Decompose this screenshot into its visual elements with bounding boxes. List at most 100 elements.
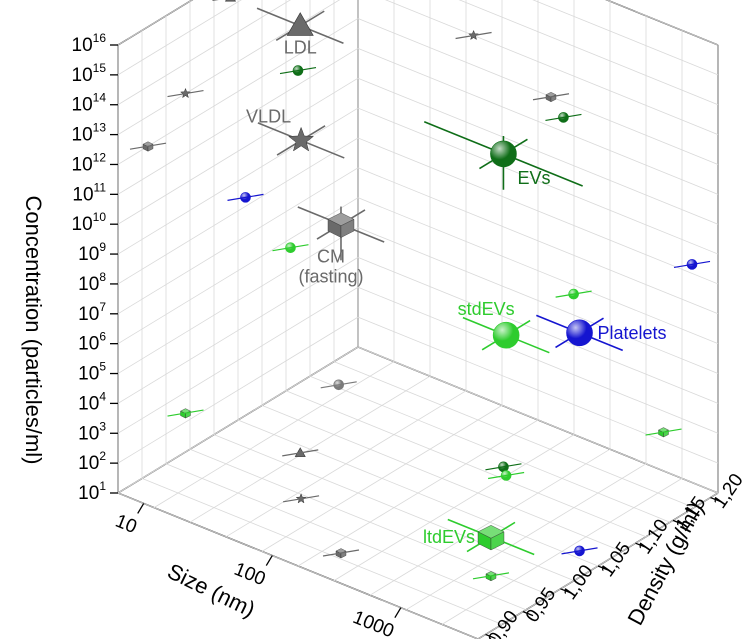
x-tick-mark [137,503,145,514]
z-tick-label: 101 [78,479,106,504]
floor-projection-bar [320,381,357,389]
wall-grid-line [117,77,359,225]
z-tick-label: 104 [78,389,106,414]
data-point [566,319,593,347]
z-tick-exp: 13 [93,121,107,135]
point-label-line: (fasting) [298,266,363,286]
floor-grid-line [261,405,623,552]
z-tick-base: 10 [78,334,99,355]
z-tick-exp: 3 [99,419,106,433]
z-tick-exp: 5 [99,360,106,374]
point-label-line: CM [317,246,345,266]
floor-projection-bar [282,449,319,457]
z-tick-label: 1011 [72,180,106,205]
z-tick-exp: 1 [99,479,106,493]
floor-projection-bar [282,495,320,503]
z-tick-base: 10 [78,483,99,504]
floor-grid-line [333,361,695,508]
z-tick-label: 105 [78,360,106,385]
x-tick-label: 10 [112,511,139,538]
x-tick-mark [394,607,402,619]
z-tick-label: 106 [78,330,106,355]
floor-grid-line [309,375,671,523]
z-tick-exp: 8 [99,270,106,284]
left-wall-projection-bar [279,66,317,75]
wall-grid-line [532,0,719,76]
wall-grid-line [117,18,359,165]
wall-grid-line [117,47,359,195]
z-tick-base: 10 [78,423,99,444]
right-wall-projection-bar [532,93,570,101]
data-point-right [340,218,355,238]
point-label: VLDL [246,106,291,126]
wall-grid-line [605,0,719,46]
point-label: LDL [284,38,317,58]
z-tick-base: 10 [72,95,93,116]
right-wall-projection-bar [545,113,582,121]
z-tick-exp: 14 [93,91,107,105]
y-tick-mark [597,565,609,571]
grid-walls [117,0,719,639]
x-tick-label: 1000 [350,607,397,639]
z-tick-exp: 9 [99,240,106,254]
point-label: ltdEVs [423,527,475,547]
y-tick-label: 0,95 [522,584,560,626]
right-wall-projection-bar [455,31,492,40]
wall-grid-line [117,107,359,255]
z-tick-label: 102 [78,449,106,474]
z-tick-base: 10 [72,35,93,56]
z-tick-base: 10 [78,274,99,295]
z-tick-exp: 2 [99,449,106,463]
y-axis-ticks: 0,900,951,001,051,101,151,20 [484,470,748,639]
wall-grid-line [357,137,719,285]
z-tick-label: 1014 [72,91,107,116]
floor-grid-line [237,419,599,567]
z-tick-exp: 16 [93,31,107,45]
wall-grid-line [117,227,359,374]
x-axis-ticks: 10 100 1000 [112,503,402,639]
floor-projection-bar [485,463,522,471]
wall-grid-line [357,316,719,464]
y-tick-mark [560,588,571,594]
y-axis-label: Density (g/ml) [622,498,708,630]
y-tick-label: 1,20 [709,470,747,512]
z-tick-base: 10 [78,244,99,265]
wall-grid-line [357,257,719,404]
floor-projection-bar [561,547,598,555]
wall-grid-line [357,197,719,345]
z-tick-base: 10 [72,154,93,175]
wall-grid-line [357,18,719,165]
z-tick-label: 1016 [72,31,107,56]
wall-grid-line [458,0,719,106]
wall-grid-line [357,346,719,494]
data-point [490,140,517,168]
left-wall-projection-bar [167,89,204,98]
z-tick-label: 108 [78,270,106,295]
floor-grid-line [285,390,647,538]
z-tick-label: 1015 [72,61,107,86]
data-points [286,12,593,551]
wall-grid-line [357,167,719,315]
z-tick-exp: 6 [99,330,106,344]
error-bars [129,0,711,580]
y-tick-label: 1,00 [559,561,597,603]
left-wall-projection [224,0,237,2]
floor-grid-line [333,434,575,581]
y-tick-mark [710,496,721,503]
z-tick-label: 1012 [72,150,107,175]
z-tick-exp: 11 [94,180,107,194]
wall-grid-line [117,0,291,106]
wall-grid-line [117,346,359,494]
floor-projection-bar [488,471,525,480]
floor-grid-line [441,478,683,625]
z-tick-exp: 12 [93,150,107,164]
y-tick-mark [522,611,534,617]
left-wall-projection-bar [227,193,264,201]
wall-grid-line [117,257,359,404]
wall-grid-line [117,137,359,285]
z-tick-base: 10 [72,214,93,235]
z-tick-label: 103 [78,419,106,444]
data-point [286,12,314,36]
wall-grid-line [117,286,359,434]
